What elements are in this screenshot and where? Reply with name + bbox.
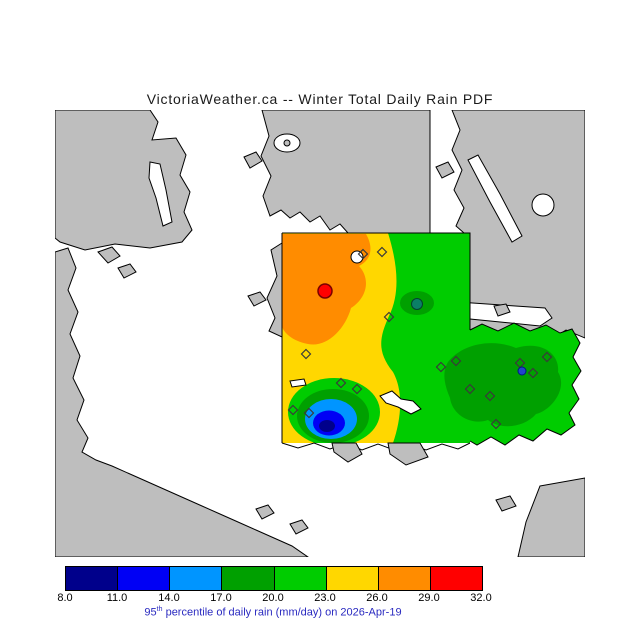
station-diamond-marker [357,248,369,260]
colorbar-tick-label: 14.0 [158,592,180,604]
station-diamond-marker [376,246,388,258]
colorbar-segment [430,567,482,590]
colorbar-segment [66,567,119,590]
station-circle-marker [517,366,527,376]
bay-islet [283,139,291,147]
data-region-boundary [281,232,471,443]
map-coastlines [281,232,582,466]
colorbar-segment [378,567,431,590]
map-stations [287,246,553,430]
south-coastline [281,442,471,451]
station-diamond-marker [335,377,347,389]
station-diamond-marker [490,418,502,430]
station-diamond-marker [527,367,539,379]
south-shore-spit [331,442,363,463]
colorbar-tick-label: 32.0 [470,592,492,604]
colorbar [65,566,483,591]
station-diamond-marker [351,383,363,395]
island [243,151,263,169]
station-diamond-marker [435,361,447,373]
colorbar-tick-label: 29.0 [418,592,440,604]
colorbar-ticks: 8.0 11.0 14.0 17.0 20.0 23.0 26.0 29.0 32.0 [0,592,640,606]
island [97,246,121,264]
station-diamond-marker [450,355,462,367]
colorbar-tick-label: 23.0 [314,592,336,604]
narrow-inlet-channel [148,161,173,227]
chart-title: VictoriaWeather.ca -- Winter Total Daily… [146,91,494,107]
colorbar-segment [222,567,275,590]
strait-island [495,495,517,512]
east-lake [531,193,555,217]
island [255,504,275,520]
east-channel [467,154,523,243]
map-data-region [282,233,581,445]
station-diamond-marker [303,407,315,419]
colorbar-tick-label: 17.0 [210,592,232,604]
station-diamond-marker [383,311,395,323]
waterway-islet [493,303,511,317]
coastline-southwest-land [55,247,309,557]
contour-darkgreen-southeast [444,343,562,427]
caption-superscript: th [156,606,163,613]
south-shore-peninsula [387,442,429,466]
colorbar-segment [274,567,327,590]
caption-text: percentile of daily rain (mm/day) on 202… [162,606,402,619]
station-diamond-marker [287,404,299,416]
colorbar-tick-label: 8.0 [57,592,73,604]
island [117,263,137,279]
colorbar-tick-label: 11.0 [106,592,128,604]
island [247,291,267,307]
lagoon-notch [289,378,307,388]
colorbar-segment [326,567,379,590]
colorbar-tick-label: 26.0 [366,592,388,604]
coastline-southeast-land [517,477,585,557]
caption-number: 95 [144,606,157,619]
peninsula-coastline [469,322,582,446]
colorbar-caption: 95th percentile of daily rain (mm/day) o… [144,606,401,619]
island [289,519,309,535]
small-inlet [350,250,364,264]
contour-min-core-navy [319,420,335,432]
station-diamond-marker [484,390,496,402]
station-diamond-marker [300,348,312,360]
station-diamond-marker [464,383,476,395]
colorbar-tick-label: 20.0 [262,592,284,604]
coastline-northwest-land [55,110,193,251]
island [435,161,455,179]
west-shore-strip [266,242,283,338]
station-circle-marker [317,283,333,299]
gorge-waterway [379,390,422,415]
colorbar-segment [170,567,223,590]
colorbar-segment [118,567,171,590]
station-diamond-marker [541,351,553,363]
coastline-north-land [260,110,431,234]
station-circle-marker [411,298,423,310]
